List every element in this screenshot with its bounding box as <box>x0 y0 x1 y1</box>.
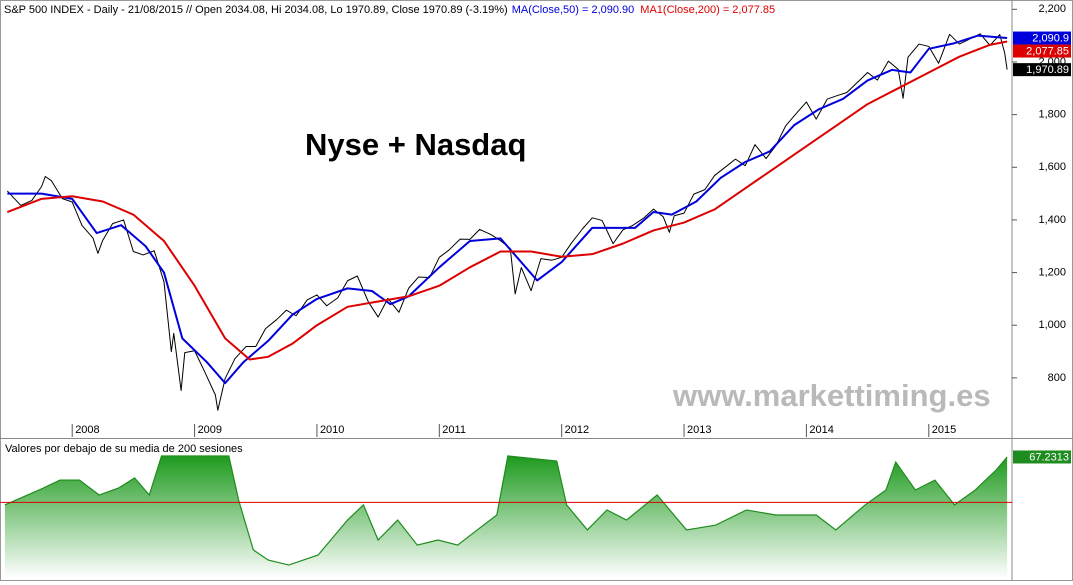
y-tick-label: 2,200 <box>1038 3 1066 15</box>
value-box-label: 2,077.85 <box>1026 45 1069 57</box>
x-tick-label: 2008 <box>75 424 99 436</box>
series-line <box>6 40 1008 361</box>
value-box-label: 67.2313 <box>1029 451 1069 463</box>
price-plot <box>6 33 1008 411</box>
legend-entry: MA(Close,50) = 2,090.90 <box>512 4 635 16</box>
value-box <box>1013 63 1071 77</box>
x-tick-label: 2013 <box>687 424 711 436</box>
y-tick-label: 1,800 <box>1038 109 1066 121</box>
panel-title: Valores por debajo de su media de 200 se… <box>5 443 243 455</box>
y-tick-label: 1,600 <box>1038 161 1066 173</box>
x-tick-label: 2015 <box>932 424 956 436</box>
x-tick-label: 2010 <box>320 424 344 436</box>
x-tick-label: 2012 <box>565 424 589 436</box>
value-box <box>1013 44 1071 58</box>
overlay: 8001,0001,2001,4001,6001,8002,0002,20020… <box>71 3 1071 464</box>
chart-title: S&P 500 INDEX - Daily - 21/08/2015 // Op… <box>4 4 508 16</box>
area-fill <box>4 455 1008 578</box>
value-box-label: 2,090.9 <box>1032 32 1069 44</box>
x-tick-label: 2014 <box>809 424 833 436</box>
indicator-plot <box>0 455 1012 578</box>
value-box <box>1013 31 1071 45</box>
x-tick-label: 2009 <box>198 424 222 436</box>
y-tick-label: 1,200 <box>1038 266 1066 278</box>
y-tick-label: 800 <box>1048 372 1066 384</box>
series-line <box>7 34 1008 385</box>
value-box-label: 1,970.89 <box>1026 64 1069 76</box>
y-tick-label: 1,400 <box>1038 214 1066 226</box>
legend-entry: MA1(Close,200) = 2,077.85 <box>640 4 775 16</box>
value-box <box>1013 450 1071 464</box>
x-tick-label: 2011 <box>442 424 466 436</box>
y-tick-label: 1,000 <box>1038 319 1066 331</box>
annotation: Nyse + Nasdaq <box>305 127 526 162</box>
watermark: www.markettiming.es <box>672 378 991 413</box>
area-line <box>4 455 1008 566</box>
